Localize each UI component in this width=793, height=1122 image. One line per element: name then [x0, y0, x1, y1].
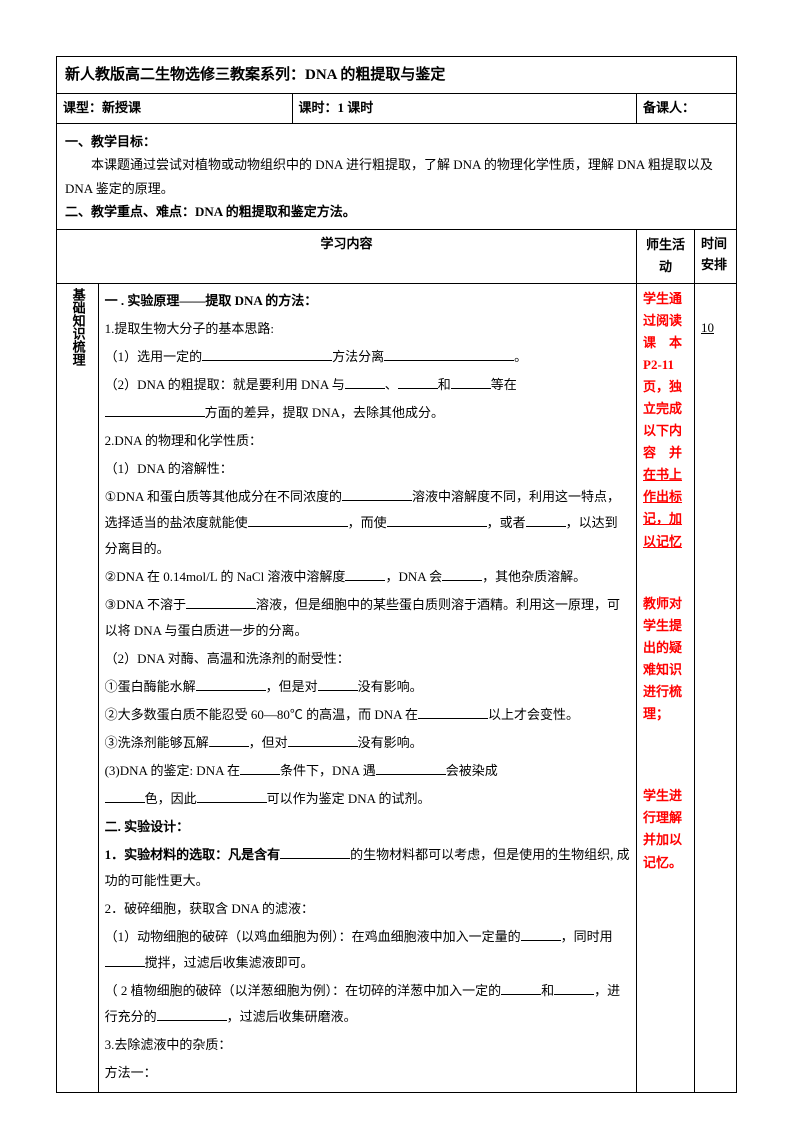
blank	[318, 677, 358, 691]
blank	[280, 845, 350, 859]
blank	[157, 1007, 227, 1021]
line: （1）选用一定的方法分离。	[105, 344, 630, 370]
s2-1: （1）DNA 的溶解性：	[105, 456, 630, 482]
blank	[288, 733, 358, 747]
blank	[240, 761, 280, 775]
line: ①DNA 和蛋白质等其他成分在不同浓度的溶液中溶解度不同，利用这一特点，选择适当…	[105, 484, 630, 562]
blank	[105, 403, 205, 417]
blank	[342, 487, 412, 501]
line: ③洗涤剂能够瓦解，但对没有影响。	[105, 730, 630, 756]
blank	[418, 705, 488, 719]
time-value: 10	[701, 318, 730, 339]
line: ③DNA 不溶于溶液，但是细胞中的某些蛋白质则溶于酒精。利用这一原理，可以将 D…	[105, 592, 630, 644]
blank	[387, 513, 487, 527]
line: （ 2 植物细胞的破碎（以洋葱细胞为例）：在切碎的洋葱中加入一定的和，进行充分的…	[105, 978, 630, 1030]
line: ②DNA 在 0.14mol/L 的 NaCl 溶液中溶解度，DNA 会，其他杂…	[105, 564, 630, 590]
activity-cell: 学生通过阅读课 本P2-11 页，独立完成以下内容 并在书上作出标记，加以记忆 …	[637, 283, 695, 1092]
s3-5: 方法一：	[105, 1060, 630, 1086]
blank	[196, 677, 266, 691]
s1-1: 1.提取生物大分子的基本思路:	[105, 316, 630, 342]
blank	[384, 347, 514, 361]
line: 方面的差异，提取 DNA，去除其他成分。	[105, 400, 630, 426]
blank	[451, 375, 491, 389]
s3: 二. 实验设计：	[105, 814, 630, 840]
blank	[345, 567, 385, 581]
obj-h2: 二、教学重点、难点：DNA 的粗提取和鉴定方法。	[65, 200, 728, 223]
line: （1）动物细胞的破碎（以鸡血细胞为例）：在鸡血细胞液中加入一定量的，同时用搅拌，…	[105, 924, 630, 976]
main-content: 一 . 实验原理——提取 DNA 的方法： 1.提取生物大分子的基本思路: （1…	[98, 283, 636, 1092]
act-2: 教师对学生提出的疑难知识进行梳理；	[643, 593, 688, 726]
lesson-preparer: 备课人：	[637, 94, 737, 124]
blank	[442, 567, 482, 581]
doc-title: 新人教版高二生物选修三教案系列：DNA 的粗提取与鉴定	[57, 57, 737, 94]
col-time: 时间安排	[695, 230, 737, 283]
line: (3)DNA 的鉴定: DNA 在条件下，DNA 遇会被染成	[105, 758, 630, 784]
line: ②大多数蛋白质不能忍受 60—80℃ 的高温，而 DNA 在以上才会变性。	[105, 702, 630, 728]
line: 1．实验材料的选取：凡是含有的生物材料都可以考虑，但是使用的生物组织, 成功的可…	[105, 842, 630, 894]
blank	[209, 733, 249, 747]
act-3: 学生进行理解并加以记忆。	[643, 785, 688, 873]
line: （2）DNA 的粗提取：就是要利用 DNA 与、和等在	[105, 372, 630, 398]
line: 色，因此可以作为鉴定 DNA 的试剂。	[105, 786, 630, 812]
blank	[554, 981, 594, 995]
objectives-cell: 一、教学目标： 本课题通过尝试对植物或动物组织中的 DNA 进行粗提取，了解 D…	[57, 123, 737, 230]
obj-h1: 一、教学目标：	[65, 130, 728, 153]
s1-title: 一 . 实验原理——提取 DNA 的方法：	[105, 288, 630, 314]
blank	[202, 347, 332, 361]
sidebar-text: 基础知识梳理	[63, 288, 92, 366]
s2-4: （2）DNA 对酶、高温和洗涤剂的耐受性：	[105, 646, 630, 672]
blank	[248, 513, 348, 527]
blank	[105, 953, 145, 967]
lesson-period: 课时：1 课时	[292, 94, 636, 124]
s3-2: 2．破碎细胞，获取含 DNA 的滤液：	[105, 896, 630, 922]
blank	[105, 789, 145, 803]
lesson-plan-table: 新人教版高二生物选修三教案系列：DNA 的粗提取与鉴定 课型：新授课 课时：1 …	[56, 56, 737, 1093]
activity-b1: 学生通过阅读课 本P2-11 页，独立完成以下内容 并在书上作出标记，加以记忆	[643, 288, 688, 553]
blank	[186, 595, 256, 609]
act-1: 学生通过阅读课 本P2-11 页，独立完成以下内容 并	[643, 291, 682, 461]
col-content: 学习内容	[57, 230, 637, 283]
side-label: 基础知识梳理	[57, 283, 99, 1092]
time-cell: 10	[695, 283, 737, 1092]
blank	[345, 375, 385, 389]
blank	[526, 513, 566, 527]
blank	[501, 981, 541, 995]
act-1u: 在书上作出标记，加以记忆	[643, 467, 682, 548]
blank	[197, 789, 267, 803]
blank	[521, 927, 561, 941]
lesson-type: 课型：新授课	[57, 94, 293, 124]
s2: 2.DNA 的物理和化学性质：	[105, 428, 630, 454]
blank	[398, 375, 438, 389]
blank	[376, 761, 446, 775]
obj-p1: 本课题通过尝试对植物或动物组织中的 DNA 进行粗提取，了解 DNA 的物理化学…	[65, 153, 728, 200]
line: ①蛋白酶能水解，但是对没有影响。	[105, 674, 630, 700]
s3-4: 3.去除滤液中的杂质：	[105, 1032, 630, 1058]
col-activity: 师生活动	[637, 230, 695, 283]
